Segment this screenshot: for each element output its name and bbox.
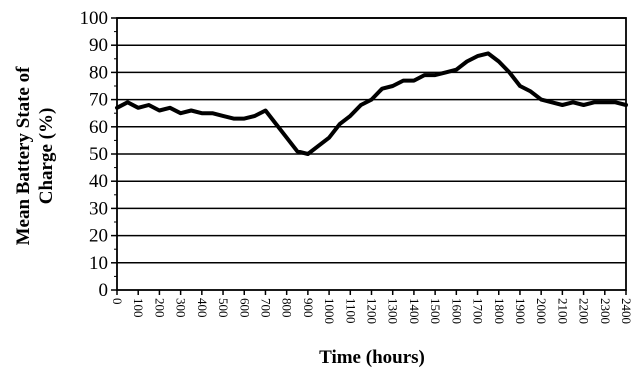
x-tick-label: 2100 (555, 298, 570, 324)
x-tick-label: 2000 (534, 298, 549, 324)
series-layer (117, 53, 626, 154)
y-axis-title-line: Mean Battery State of (13, 66, 34, 246)
y-tick-label: 40 (89, 171, 108, 192)
x-tick-label: 800 (280, 298, 295, 318)
y-tick-label: 90 (89, 35, 108, 56)
x-axis-title: Time (hours) (319, 347, 425, 368)
y-tick-label: 10 (89, 253, 108, 274)
x-tick-label: 1700 (471, 298, 486, 324)
x-tick-label: 1200 (365, 298, 380, 324)
x-tick-label: 200 (152, 298, 167, 318)
y-tick-label: 30 (89, 198, 108, 219)
x-tick-label: 1600 (449, 298, 464, 324)
x-tick-label: 1800 (492, 298, 507, 324)
series-line (117, 53, 626, 154)
y-tick-label: 50 (89, 144, 108, 165)
y-tick-label: 70 (89, 90, 108, 111)
x-tick-label: 2400 (619, 298, 634, 324)
y-tick-label: 20 (89, 226, 108, 247)
x-tick-label: 500 (216, 298, 231, 318)
gridlines (117, 18, 626, 263)
y-tick-label: 0 (99, 280, 109, 301)
y-tick-label: 80 (89, 62, 108, 83)
x-tick-label: 600 (237, 298, 252, 318)
x-tick-label: 1900 (513, 298, 528, 324)
x-tick-label: 2300 (598, 298, 613, 324)
x-tick-label: 0 (110, 298, 125, 305)
x-tick-label: 1500 (428, 298, 443, 324)
x-tick-label: 2200 (577, 298, 592, 324)
x-tick-label: 400 (195, 298, 210, 318)
axes (111, 18, 626, 295)
x-tick-label: 1100 (343, 298, 358, 324)
x-tick-label: 100 (131, 298, 146, 318)
y-tick-label: 60 (89, 117, 108, 138)
x-tick-label: 1300 (386, 298, 401, 324)
x-tick-label: 1400 (407, 298, 422, 324)
x-tick-label: 900 (301, 298, 316, 318)
x-tick-label: 1000 (322, 298, 337, 324)
x-tick-label: 700 (258, 298, 273, 318)
x-tick-label: 300 (174, 298, 189, 318)
y-axis-title-line: Charge (%) (36, 108, 57, 205)
y-tick-label: 100 (80, 8, 109, 29)
